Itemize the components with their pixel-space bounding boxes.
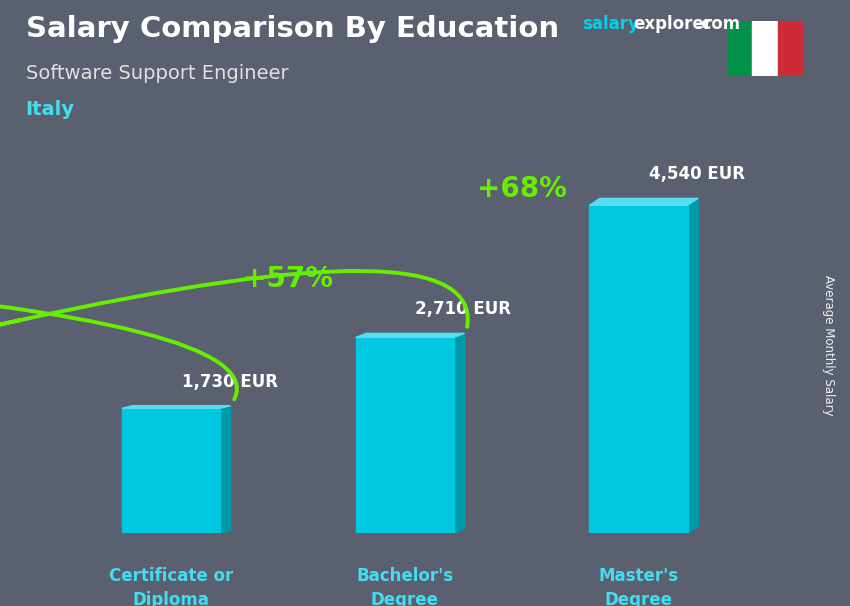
- Polygon shape: [220, 405, 230, 533]
- Text: Certificate or
Diploma: Certificate or Diploma: [109, 567, 233, 606]
- Bar: [778, 21, 803, 76]
- Text: Salary Comparison By Education: Salary Comparison By Education: [26, 15, 558, 43]
- Polygon shape: [355, 333, 464, 338]
- Bar: [122, 408, 220, 533]
- Polygon shape: [688, 198, 698, 533]
- Text: Bachelor's
Degree: Bachelor's Degree: [356, 567, 453, 606]
- Text: +68%: +68%: [477, 175, 567, 202]
- Bar: [355, 338, 454, 533]
- Bar: [727, 21, 752, 76]
- Text: explorer: explorer: [633, 15, 712, 33]
- Polygon shape: [454, 333, 464, 533]
- Text: .com: .com: [695, 15, 740, 33]
- Text: +57%: +57%: [243, 265, 333, 293]
- Text: 1,730 EUR: 1,730 EUR: [182, 373, 277, 391]
- Text: salary: salary: [582, 15, 639, 33]
- Text: 2,710 EUR: 2,710 EUR: [416, 301, 511, 318]
- Bar: [752, 21, 778, 76]
- Text: 4,540 EUR: 4,540 EUR: [649, 165, 745, 184]
- Text: Average Monthly Salary: Average Monthly Salary: [822, 275, 836, 416]
- Text: Master's
Degree: Master's Degree: [598, 567, 678, 606]
- Text: Software Support Engineer: Software Support Engineer: [26, 64, 288, 82]
- Bar: [590, 205, 688, 533]
- Polygon shape: [122, 405, 230, 408]
- Polygon shape: [590, 198, 698, 205]
- Text: Italy: Italy: [26, 100, 75, 119]
